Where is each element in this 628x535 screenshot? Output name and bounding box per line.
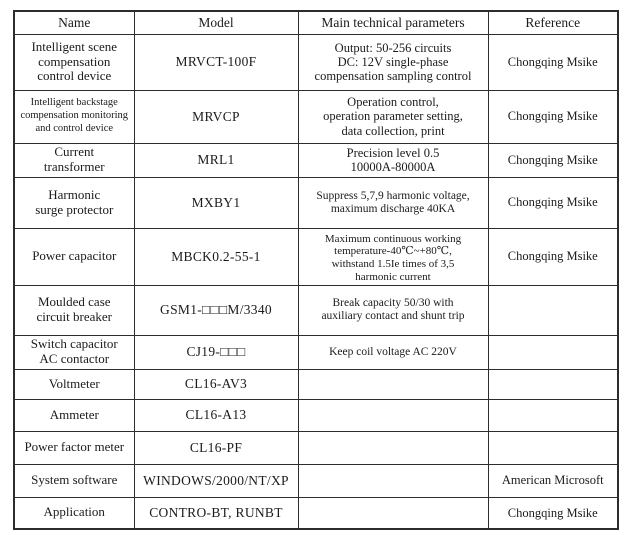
column-header-reference: Reference <box>487 10 619 35</box>
name-cell: Power factor meter <box>13 430 135 465</box>
product-specification-table: Name Model Main technical parameters Ref… <box>13 10 619 530</box>
table-row: Power factor meter CL16-PF <box>13 430 619 465</box>
table-row: System software WINDOWS/2000/NT/XP Ameri… <box>13 463 619 498</box>
model-cell: WINDOWS/2000/NT/XP <box>133 463 299 498</box>
name-cell: Power capacitor <box>13 227 135 286</box>
model-cell: GSM1-□□□M/3340 <box>133 284 299 336</box>
reference-cell: Chongqing Msike <box>487 227 619 286</box>
name-cell: Harmonic surge protector <box>13 176 135 229</box>
table-header: Name Model Main technical parameters Ref… <box>13 10 619 35</box>
parameters-cell: Suppress 5,7,9 harmonic voltage, maximum… <box>297 176 489 229</box>
name-cell: Intelligent scene compensation control d… <box>13 33 135 91</box>
model-cell: CL16-PF <box>133 430 299 465</box>
parameters-cell: Operation control, operation parameter s… <box>297 89 489 144</box>
reference-cell: Chongqing Msike <box>487 89 619 144</box>
reference-cell <box>487 368 619 400</box>
model-cell: MRL1 <box>133 142 299 178</box>
parameters-cell <box>297 368 489 400</box>
model-cell: MBCK0.2-55-1 <box>133 227 299 286</box>
table-row: Intelligent backstage compensation monit… <box>13 89 619 144</box>
table-row: Current transformer MRL1 Precision level… <box>13 142 619 178</box>
reference-cell: Chongqing Msike <box>487 33 619 91</box>
parameters-cell <box>297 463 489 498</box>
parameters-cell: Break capacity 50/30 with auxiliary cont… <box>297 284 489 336</box>
reference-cell: Chongqing Msike <box>487 176 619 229</box>
table-row: Ammeter CL16-A13 <box>13 398 619 432</box>
name-cell: Current transformer <box>13 142 135 178</box>
reference-cell: Chongqing Msike <box>487 142 619 178</box>
name-cell: Application <box>13 496 135 530</box>
table-row: Switch capacitor AC contactor CJ19-□□□ K… <box>13 334 619 370</box>
model-cell: CONTRO-BT, RUNBT <box>133 496 299 530</box>
model-cell: MRVCP <box>133 89 299 144</box>
name-cell: Voltmeter <box>13 368 135 400</box>
name-cell: Intelligent backstage compensation monit… <box>13 89 135 144</box>
parameters-cell: Maximum continuous working temperature-4… <box>297 227 489 286</box>
name-cell: Ammeter <box>13 398 135 432</box>
table-row: Intelligent scene compensation control d… <box>13 33 619 91</box>
reference-cell <box>487 398 619 432</box>
parameters-cell: Keep coil voltage AC 220V <box>297 334 489 370</box>
name-cell: Switch capacitor AC contactor <box>13 334 135 370</box>
document-sheet: Name Model Main technical parameters Ref… <box>13 10 619 530</box>
parameters-cell: Output: 50-256 circuits DC: 12V single-p… <box>297 33 489 91</box>
model-cell: MXBY1 <box>133 176 299 229</box>
model-cell: MRVCT-100F <box>133 33 299 91</box>
parameters-cell: Precision level 0.5 10000A-80000A <box>297 142 489 178</box>
reference-cell <box>487 284 619 336</box>
table-row: Moulded case circuit breaker GSM1-□□□M/3… <box>13 284 619 336</box>
table-row: Power capacitor MBCK0.2-55-1 Maximum con… <box>13 227 619 286</box>
table-row: Harmonic surge protector MXBY1 Suppress … <box>13 176 619 229</box>
table-row: Voltmeter CL16-AV3 <box>13 368 619 400</box>
reference-cell <box>487 430 619 465</box>
parameters-cell <box>297 398 489 432</box>
parameters-cell <box>297 496 489 530</box>
column-header-parameters: Main technical parameters <box>297 10 489 35</box>
parameters-cell <box>297 430 489 465</box>
name-cell: System software <box>13 463 135 498</box>
model-cell: CL16-AV3 <box>133 368 299 400</box>
column-header-name: Name <box>13 10 135 35</box>
table-row: Application CONTRO-BT, RUNBT Chongqing M… <box>13 496 619 530</box>
table-body: Intelligent scene compensation control d… <box>13 33 619 530</box>
model-cell: CJ19-□□□ <box>133 334 299 370</box>
reference-cell <box>487 334 619 370</box>
header-row: Name Model Main technical parameters Ref… <box>13 10 619 35</box>
reference-cell: Chongqing Msike <box>487 496 619 530</box>
reference-cell: American Microsoft <box>487 463 619 498</box>
name-cell: Moulded case circuit breaker <box>13 284 135 336</box>
model-cell: CL16-A13 <box>133 398 299 432</box>
column-header-model: Model <box>133 10 299 35</box>
